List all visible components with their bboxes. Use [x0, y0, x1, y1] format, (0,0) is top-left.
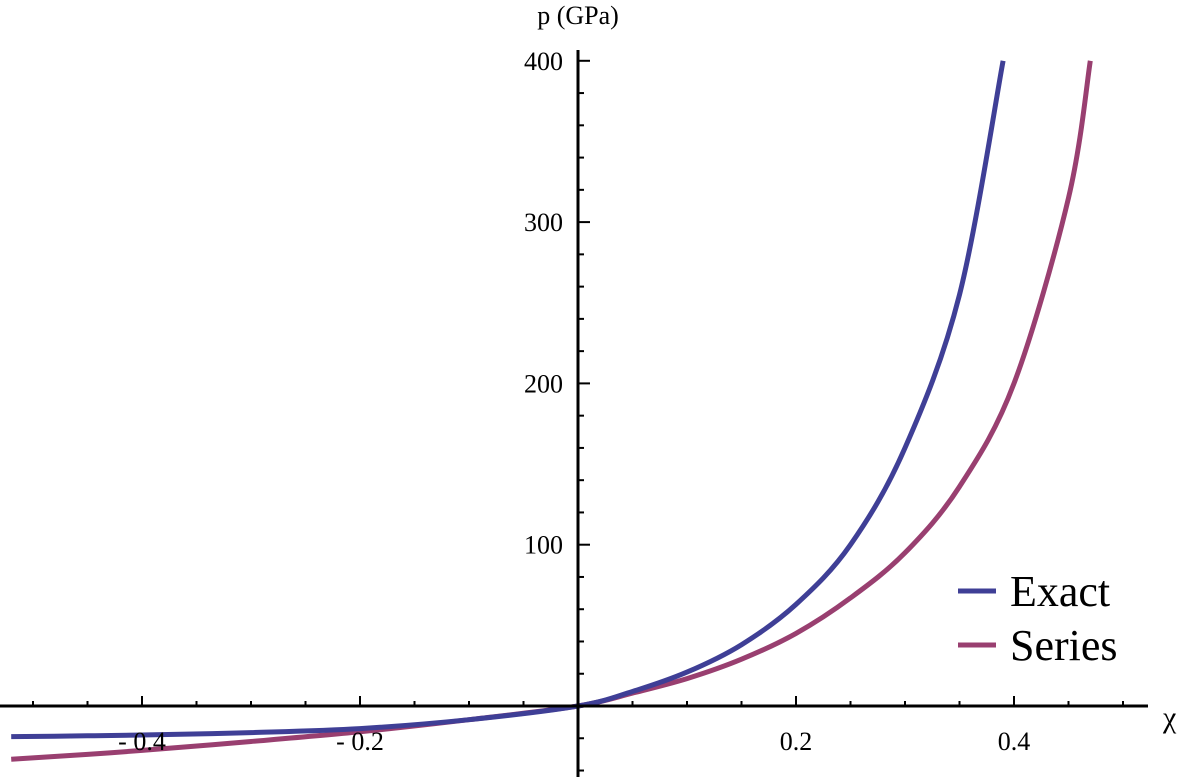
x-tick-label: - 0.2: [336, 727, 384, 756]
x-tick-label: 0.2: [780, 727, 813, 756]
x-axis: - 0.4 - 0.2 0.2 0.4: [0, 696, 1148, 756]
legend-label-exact: Exact: [1010, 567, 1110, 616]
x-axis-label: χ: [1162, 701, 1177, 734]
y-axis: 100 200 300 400: [524, 47, 590, 777]
series-line-series: [11, 60, 1093, 762]
legend: Exact Series: [958, 567, 1118, 670]
y-axis-label: p (GPa): [537, 1, 619, 30]
y-tick-label: 400: [524, 47, 563, 76]
x-tick-label: - 0.4: [118, 727, 166, 756]
y-tick-label: 100: [524, 531, 563, 560]
plot-curves: [11, 60, 1093, 762]
x-tick-label: 0.4: [998, 727, 1031, 756]
legend-label-series: Series: [1010, 621, 1118, 670]
series-line-exact: [11, 60, 1006, 740]
y-tick-label: 300: [524, 208, 563, 237]
y-tick-label: 200: [524, 369, 563, 398]
